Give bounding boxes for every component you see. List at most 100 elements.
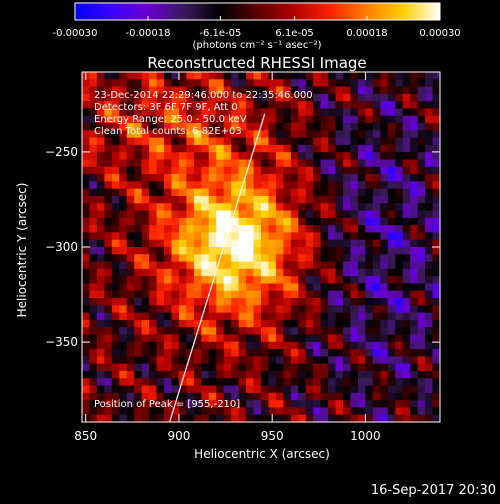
heatmap-cell xyxy=(119,305,128,314)
heatmap-cell xyxy=(402,123,411,131)
heatmap-cell xyxy=(261,217,269,226)
heatmap-cell xyxy=(149,385,157,394)
heatmap-cell xyxy=(238,166,247,175)
heatmap-cell xyxy=(246,341,254,350)
heatmap-cell xyxy=(238,363,247,372)
heatmap-cell xyxy=(290,232,299,241)
heatmap-cell xyxy=(201,174,210,182)
heatmap-cell xyxy=(82,123,90,131)
heatmap-cell xyxy=(171,319,180,328)
heatmap-cell xyxy=(417,356,426,365)
heatmap-cell xyxy=(246,283,254,292)
heatmap-cell xyxy=(335,268,344,277)
heatmap-cell xyxy=(343,239,351,248)
heatmap-cell xyxy=(313,239,322,248)
heatmap-cell xyxy=(268,319,277,328)
heatmap-cell xyxy=(261,370,269,379)
heatmap-cell xyxy=(425,312,433,321)
heatmap-cell xyxy=(246,101,254,109)
heatmap-cell xyxy=(134,327,143,335)
heatmap-cell xyxy=(298,86,307,95)
heatmap-cell xyxy=(335,370,344,379)
heatmap-cell xyxy=(253,144,262,153)
heatmap-cell xyxy=(119,108,128,117)
heatmap-cell xyxy=(253,327,262,335)
heatmap-cell xyxy=(134,268,143,277)
heatmap-cell xyxy=(89,305,98,314)
heatmap-cell xyxy=(119,283,128,292)
heatmap-cell xyxy=(223,225,232,233)
heatmap-cell xyxy=(253,298,262,306)
heatmap-cell xyxy=(275,247,284,255)
heatmap-cell xyxy=(89,239,98,248)
heatmap-cell xyxy=(432,283,440,292)
heatmap-cell xyxy=(357,225,366,233)
heatmap-cell xyxy=(402,305,411,314)
heatmap-cell xyxy=(357,247,366,255)
heatmap-cell xyxy=(126,239,135,248)
heatmap-cell xyxy=(141,239,150,248)
heatmap-cell xyxy=(193,210,202,219)
heatmap-cell xyxy=(410,378,419,386)
heatmap-cell xyxy=(313,159,322,168)
heatmap-cell xyxy=(223,254,232,262)
heatmap-cell xyxy=(402,101,411,109)
heatmap-cell xyxy=(96,319,105,328)
heatmap-cell xyxy=(171,174,180,182)
heatmap-cell xyxy=(298,400,307,408)
heatmap-cell xyxy=(171,334,180,343)
heatmap-cell xyxy=(402,166,411,175)
heatmap-cell xyxy=(231,356,240,365)
heatmap-cell xyxy=(89,203,98,211)
heatmap-cell xyxy=(298,319,307,328)
heatmap-cell xyxy=(126,400,135,408)
heatmap-cell xyxy=(380,261,389,270)
heatmap-cell xyxy=(156,356,165,365)
heatmap-cell xyxy=(134,79,143,87)
heatmap-cell xyxy=(104,370,113,379)
heatmap-cell xyxy=(275,232,284,241)
heatmap-cell xyxy=(298,123,307,131)
heatmap-cell xyxy=(365,254,374,262)
heatmap-cell xyxy=(238,101,247,109)
heatmap-cell xyxy=(186,137,195,146)
heatmap-cell xyxy=(216,385,225,394)
heatmap-cell xyxy=(380,305,389,314)
heatmap-cell xyxy=(111,407,120,416)
heatmap-cell xyxy=(201,407,210,416)
heatmap-cell xyxy=(328,298,336,306)
heatmap-cell xyxy=(246,188,254,197)
heatmap-cell xyxy=(119,195,128,204)
heatmap-cell xyxy=(343,414,351,422)
heatmap-cell xyxy=(410,334,419,343)
heatmap-cell xyxy=(246,72,254,80)
heatmap-cell xyxy=(96,392,105,401)
peak-position-label: Position of Peak = [955,-210] xyxy=(94,399,240,410)
heatmap-cell xyxy=(335,181,344,190)
heatmap-cell xyxy=(268,356,277,365)
heatmap-cell xyxy=(96,144,105,153)
heatmap-cell xyxy=(283,385,292,394)
heatmap-cell xyxy=(290,298,299,306)
heatmap-cell xyxy=(328,305,336,314)
heatmap-cell xyxy=(171,217,180,226)
heatmap-cell xyxy=(141,210,150,219)
heatmap-cell xyxy=(186,341,195,350)
heatmap-cell xyxy=(268,101,277,109)
heatmap-cell xyxy=(216,195,225,204)
heatmap-cell xyxy=(261,298,269,306)
heatmap-cell xyxy=(305,385,314,394)
heatmap-cell xyxy=(126,188,135,197)
heatmap-cell xyxy=(425,378,433,386)
heatmap-cell xyxy=(246,247,254,255)
heatmap-cell xyxy=(372,188,381,197)
heatmap-cell xyxy=(216,108,225,117)
heatmap-cell xyxy=(402,370,411,379)
heatmap-cell xyxy=(193,225,202,233)
heatmap-cell xyxy=(82,225,90,233)
heatmap-cell xyxy=(387,400,396,408)
heatmap-cell xyxy=(320,195,329,204)
heatmap-cell xyxy=(261,195,269,204)
heatmap-cell xyxy=(201,378,210,386)
heatmap-cell xyxy=(425,210,433,219)
